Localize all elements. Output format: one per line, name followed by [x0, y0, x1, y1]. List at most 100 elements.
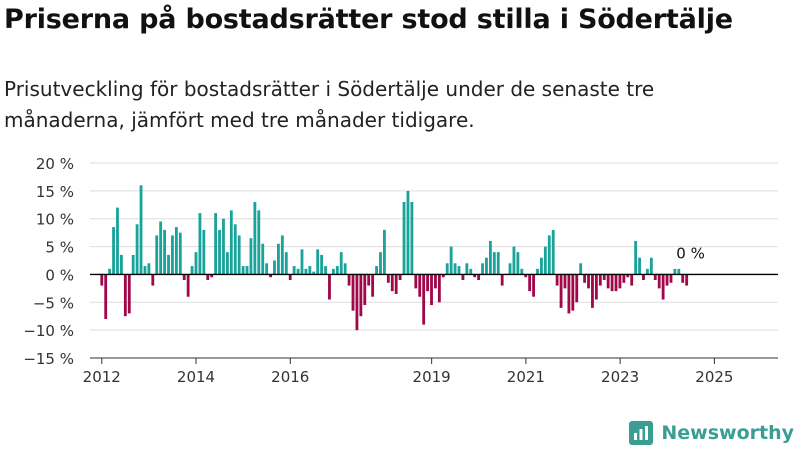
bar — [351, 274, 355, 311]
bar — [233, 224, 237, 275]
bar — [359, 274, 363, 317]
brand-name: Newsworthy — [661, 422, 794, 444]
bar — [382, 229, 386, 275]
bar — [437, 274, 441, 303]
bar — [367, 274, 371, 286]
bar — [210, 274, 214, 278]
bar — [116, 207, 119, 275]
bar — [516, 252, 520, 275]
y-tick-label: 10 % — [36, 211, 74, 229]
bar — [457, 266, 461, 275]
bar — [288, 274, 292, 280]
bar — [324, 266, 327, 275]
bar — [335, 266, 339, 275]
bar — [308, 266, 312, 275]
bar — [112, 227, 115, 275]
bar — [214, 213, 218, 275]
bar — [292, 266, 296, 275]
bar — [339, 252, 343, 275]
bar — [139, 185, 143, 275]
bar — [163, 229, 166, 275]
bar — [681, 274, 685, 283]
bar — [642, 274, 645, 280]
chart-subtitle: Prisutveckling för bostadsrätter i Söder… — [4, 77, 655, 132]
bar — [575, 274, 579, 303]
bar — [669, 274, 673, 283]
bar — [300, 249, 304, 275]
bar — [123, 274, 127, 317]
bar — [414, 274, 418, 289]
bar — [594, 274, 598, 300]
bar — [390, 274, 394, 292]
bar — [375, 266, 378, 275]
bar — [363, 274, 367, 306]
bar — [253, 202, 257, 275]
bar — [579, 263, 583, 275]
bar — [540, 257, 543, 275]
bar — [182, 274, 186, 280]
bar — [119, 254, 123, 275]
bar — [610, 274, 614, 292]
bar — [331, 268, 335, 275]
bar — [536, 268, 539, 275]
y-tick-label: 20 % — [36, 155, 74, 173]
bar — [194, 252, 198, 275]
bar — [269, 274, 272, 278]
y-tick-label: 15 % — [36, 183, 74, 201]
bar-chart: 20 %15 %10 %5 %0 %−5 %−10 %−15 % 2012 201… — [23, 155, 778, 386]
bar — [602, 274, 606, 280]
bar — [583, 274, 587, 283]
bar — [426, 274, 429, 292]
bar — [634, 241, 638, 275]
bar — [677, 268, 681, 275]
bar — [155, 235, 159, 275]
x-tick-label: 2025 — [695, 368, 733, 386]
bar — [178, 232, 182, 275]
bar — [445, 263, 449, 275]
bar — [135, 224, 139, 275]
bar — [555, 274, 559, 286]
bar — [500, 274, 504, 286]
bar — [237, 235, 241, 275]
bar — [410, 202, 414, 275]
bar — [108, 268, 112, 275]
x-tick-label: 2023 — [601, 368, 639, 386]
bar — [222, 218, 225, 275]
bar — [571, 274, 575, 311]
bar — [520, 268, 524, 275]
bar — [528, 274, 532, 292]
y-tick-label: −5 % — [33, 294, 74, 312]
bar — [347, 274, 351, 286]
x-tick-label: 2016 — [271, 368, 309, 386]
x-tick-label: 2021 — [507, 368, 545, 386]
bar — [241, 266, 245, 275]
bar — [453, 263, 457, 275]
newsworthy-logo-icon — [629, 421, 654, 445]
y-tick-label: −15 % — [23, 350, 74, 368]
bar — [485, 257, 488, 275]
bar — [257, 210, 261, 275]
bar — [449, 246, 453, 275]
bar — [277, 243, 280, 275]
bar — [524, 274, 528, 278]
bar — [371, 274, 375, 297]
bar — [273, 260, 276, 275]
brand-logo: Newsworthy — [629, 421, 794, 445]
data-bars — [100, 185, 692, 331]
bar — [386, 274, 390, 283]
bar — [198, 213, 202, 275]
bar — [465, 263, 469, 275]
x-axis: 2012 2014 2016 2019 2021 2023 2025 — [83, 357, 778, 386]
bar — [598, 274, 602, 286]
bar — [218, 229, 221, 275]
bar — [547, 235, 551, 275]
bar — [649, 257, 653, 275]
bar — [249, 238, 253, 275]
bar — [394, 274, 398, 294]
bar — [171, 235, 174, 275]
chart-title: Priserna på bostadsrätter stod stilla i … — [4, 4, 733, 35]
bar — [265, 263, 269, 275]
bar — [127, 274, 131, 314]
bar — [418, 274, 422, 297]
bar — [551, 229, 555, 275]
